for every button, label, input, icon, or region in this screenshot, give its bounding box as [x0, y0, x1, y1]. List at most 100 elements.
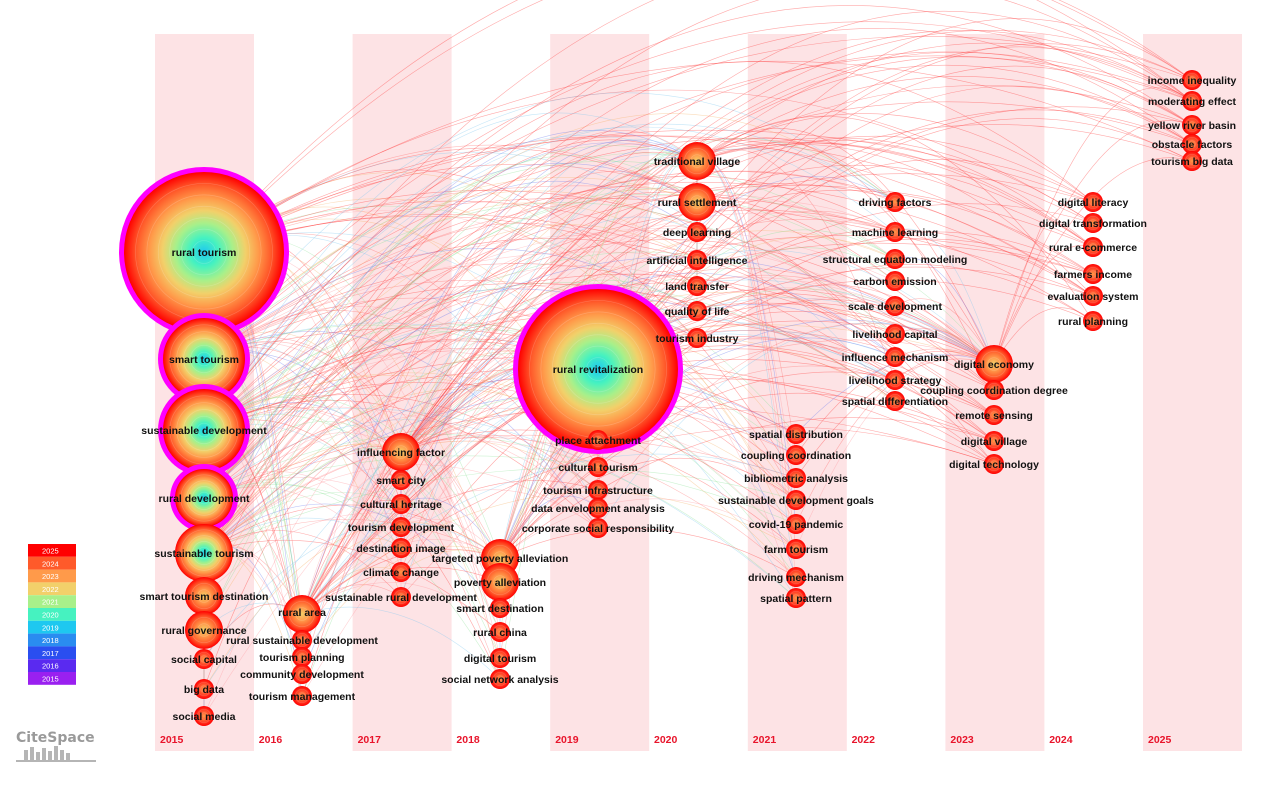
node-digital-village[interactable]	[984, 431, 1004, 451]
node-label-sustainable-rural-development: sustainable rural development	[325, 592, 477, 604]
node-quality-of-life[interactable]	[687, 301, 707, 321]
node-corporate-social-responsibility[interactable]	[588, 518, 608, 538]
node-rural-settlement[interactable]	[678, 183, 716, 221]
node-cultural-tourism[interactable]	[588, 457, 608, 477]
node-evaluation-system[interactable]	[1083, 286, 1103, 306]
node-place-attachment[interactable]	[588, 430, 608, 450]
link-390	[301, 480, 599, 615]
node-digital-literacy[interactable]	[1083, 192, 1103, 212]
node-rural-sustainable-development[interactable]	[292, 630, 312, 650]
node-rural-revitalization[interactable]	[513, 284, 683, 454]
node-smart-city[interactable]	[391, 470, 411, 490]
node-farm-tourism[interactable]	[786, 539, 806, 559]
node-tourism-big-data[interactable]	[1182, 151, 1202, 171]
node-tourism-industry[interactable]	[687, 328, 707, 348]
node-land-transfer[interactable]	[687, 276, 707, 296]
node-smart-destination[interactable]	[490, 598, 510, 618]
node-remote-sensing[interactable]	[984, 405, 1004, 425]
node-rural-planning[interactable]	[1083, 311, 1103, 331]
node-social-network-analysis[interactable]	[490, 669, 510, 689]
node-ring-traditional-village	[690, 154, 704, 168]
node-machine-learning[interactable]	[885, 222, 905, 242]
node-digital-technology[interactable]	[984, 454, 1004, 474]
node-spatial-distribution[interactable]	[786, 424, 806, 444]
node-rural-area[interactable]	[283, 595, 321, 633]
node-digital-tourism[interactable]	[490, 648, 510, 668]
node-covid-19-pandemic[interactable]	[786, 514, 806, 534]
node-moderating-effect[interactable]	[1182, 91, 1202, 111]
node-digital-transformation[interactable]	[1083, 213, 1103, 233]
node-label-sustainable-tourism: sustainable tourism	[154, 548, 253, 560]
node-influence-mechanism[interactable]	[885, 347, 905, 367]
node-tourism-infrastructure[interactable]	[588, 480, 608, 500]
node-rural-tourism[interactable]	[119, 167, 289, 337]
node-livelihood-capital[interactable]	[885, 324, 905, 344]
node-circle-rural-settlement	[678, 183, 716, 221]
node-farmers-income[interactable]	[1083, 264, 1103, 284]
node-circle-digital-village	[984, 431, 1004, 451]
node-big-data[interactable]	[194, 679, 214, 699]
node-label-smart-city: smart city	[376, 475, 426, 487]
legend-label-2021: 2021	[42, 598, 59, 607]
node-rural-governance[interactable]	[185, 611, 223, 649]
node-coupling-coordination[interactable]	[786, 445, 806, 465]
node-sustainable-development[interactable]	[158, 384, 250, 476]
node-rural-development[interactable]	[170, 464, 238, 532]
node-traditional-village[interactable]	[678, 142, 716, 180]
node-ring-cultural-tourism	[594, 463, 602, 471]
node-poverty-alleviation[interactable]	[481, 563, 519, 601]
node-rural-china[interactable]	[490, 622, 510, 642]
node-driving-factors[interactable]	[885, 192, 905, 212]
node-tourism-development[interactable]	[391, 517, 411, 537]
node-tourism-management[interactable]	[292, 686, 312, 706]
node-scale-development[interactable]	[885, 296, 905, 316]
node-cultural-heritage[interactable]	[391, 494, 411, 514]
node-spatial-differentiation[interactable]	[885, 391, 905, 411]
link-435	[499, 457, 797, 559]
node-social-media[interactable]	[194, 706, 214, 726]
node-smart-tourism-destination[interactable]	[185, 577, 223, 615]
node-climate-change[interactable]	[391, 562, 411, 582]
node-artificial-intelligence[interactable]	[687, 250, 707, 270]
node-data-envelopment-analysis[interactable]	[588, 498, 608, 518]
node-deep-learning[interactable]	[687, 222, 707, 242]
node-circle-social-capital	[194, 649, 214, 669]
node-tourism-planning[interactable]	[292, 647, 312, 667]
node-yellow-river-basin[interactable]	[1182, 115, 1202, 135]
node-digital-economy[interactable]	[975, 345, 1013, 383]
node-coupling-coordination-degree[interactable]	[984, 380, 1004, 400]
legend-label-2020: 2020	[42, 611, 59, 620]
node-structural-equation-modeling[interactable]	[885, 249, 905, 269]
link-367	[400, 189, 1094, 453]
link-257	[301, 151, 698, 697]
link-114	[203, 338, 797, 479]
link-225	[203, 504, 501, 559]
link-82	[203, 36, 1193, 360]
node-destination-image[interactable]	[391, 538, 411, 558]
node-sustainable-rural-development[interactable]	[391, 587, 411, 607]
link-116	[203, 382, 797, 525]
node-ring-big-data	[200, 685, 208, 693]
node-rural-e-commerce[interactable]	[1083, 237, 1103, 257]
link-365	[400, 135, 1094, 453]
node-influencing-factor[interactable]	[382, 433, 420, 471]
node-community-development[interactable]	[292, 664, 312, 684]
node-smart-tourism[interactable]	[158, 313, 250, 405]
node-livelihood-strategy[interactable]	[885, 370, 905, 390]
node-sustainable-development-goals[interactable]	[786, 490, 806, 510]
node-label-tourism-infrastructure: tourism infrastructure	[543, 485, 653, 497]
link-248	[203, 28, 1193, 554]
link-240	[203, 230, 896, 554]
node-driving-mechanism[interactable]	[786, 567, 806, 587]
node-spatial-pattern[interactable]	[786, 588, 806, 608]
node-social-capital[interactable]	[194, 649, 214, 669]
link-397	[301, 491, 797, 615]
node-bibliometric-analysis[interactable]	[786, 468, 806, 488]
node-sustainable-tourism[interactable]	[175, 524, 233, 582]
node-carbon-emission[interactable]	[885, 271, 905, 291]
link-81	[203, 181, 1094, 360]
link-34	[203, 200, 995, 442]
node-ring-digital-literacy	[1089, 198, 1097, 206]
node-obstacle-factors[interactable]	[1182, 134, 1202, 154]
node-income-inequality[interactable]	[1182, 70, 1202, 90]
